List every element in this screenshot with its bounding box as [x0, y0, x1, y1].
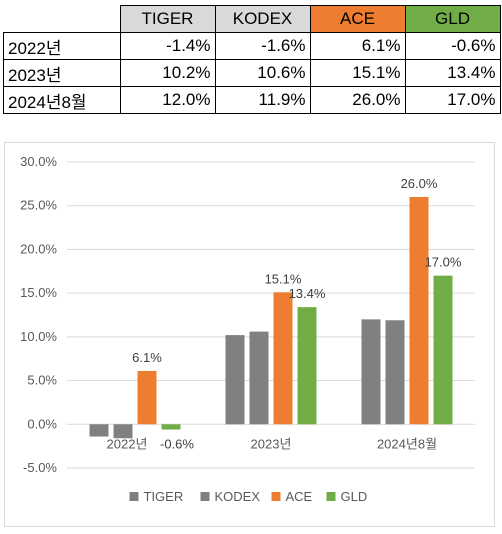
legend-swatch — [129, 492, 139, 501]
category-label: 2022년 — [107, 436, 148, 451]
cell-2023-gld: 13.4% — [404, 59, 501, 87]
legend-swatch — [271, 492, 281, 501]
bar-gld — [433, 275, 453, 425]
header-gld: GLD — [404, 5, 501, 33]
header-tiger: TIGER — [119, 5, 216, 33]
bar-tiger — [225, 335, 245, 425]
cell-2022-gld: -0.6% — [404, 32, 501, 60]
data-label: 17.0% — [425, 255, 462, 270]
data-label: 6.1% — [132, 350, 162, 365]
y-tick-label: 5.0% — [27, 373, 57, 388]
y-tick-label: 0.0% — [27, 416, 57, 431]
cell-2022-kodex: -1.6% — [214, 32, 311, 60]
table-row: 2022년 -1.4% -1.6% 6.1% -0.6% — [3, 32, 501, 60]
cell-2022-ace: 6.1% — [309, 32, 406, 60]
bar-gld — [297, 307, 317, 425]
bar-ace — [137, 370, 157, 425]
row-label-2022: 2022년 — [3, 32, 121, 60]
y-tick-label: 15.0% — [20, 285, 57, 300]
legend-label: TIGER — [144, 489, 184, 504]
table-header-row: TIGER KODEX ACE GLD — [3, 5, 501, 33]
row-label-2023: 2023년 — [3, 59, 121, 87]
data-label: 13.4% — [289, 286, 326, 301]
cell-2024-gld: 17.0% — [404, 86, 501, 114]
bar-chart: -5.0% 0.0% 5.0% 10.0% 15.0% 20.0% 25.0% 30.0% 6.… — [20, 154, 475, 504]
cell-2024-ace: 26.0% — [309, 86, 406, 114]
category-label: 2024년8월 — [377, 436, 437, 451]
cell-2023-kodex: 10.6% — [214, 59, 311, 87]
bar-ace — [273, 292, 293, 425]
legend-swatch — [326, 492, 336, 501]
legend-swatch — [200, 492, 210, 501]
bar-kodex — [385, 320, 405, 425]
table-row: 2023년 10.2% 10.6% 15.1% 13.4% — [3, 59, 501, 87]
cell-2023-ace: 15.1% — [309, 59, 406, 87]
y-tick-label: -5.0% — [23, 460, 57, 475]
bar-tiger — [361, 319, 381, 425]
row-label-2024-08: 2024년8월 — [3, 86, 121, 114]
legend-label: ACE — [286, 489, 313, 504]
bar-kodex — [113, 424, 133, 439]
cell-2022-tiger: -1.4% — [119, 32, 216, 60]
chart-area: -5.0% 0.0% 5.0% 10.0% 15.0% 20.0% 25.0% 30.0% 6.… — [4, 142, 495, 527]
bar-tiger — [89, 424, 109, 437]
category-label: 2023년 — [251, 436, 292, 451]
bar-ace — [409, 196, 429, 425]
header-kodex: KODEX — [214, 5, 311, 33]
data-label: -0.6% — [160, 436, 194, 451]
cell-2023-tiger: 10.2% — [119, 59, 216, 87]
legend-label: GLD — [341, 489, 368, 504]
cell-2024-tiger: 12.0% — [119, 86, 216, 114]
bar-kodex — [249, 331, 269, 425]
data-label: 26.0% — [401, 176, 438, 191]
y-tick-label: 30.0% — [20, 154, 57, 169]
table-row: 2024년8월 12.0% 11.9% 26.0% 17.0% — [3, 86, 501, 114]
data-label: 15.1% — [265, 271, 302, 286]
y-tick-label: 10.0% — [20, 329, 57, 344]
returns-table: TIGER KODEX ACE GLD 2022년 -1.4% -1.6% 6.… — [3, 5, 501, 114]
y-tick-label: 25.0% — [20, 198, 57, 213]
legend-label: KODEX — [215, 489, 261, 504]
y-tick-label: 20.0% — [20, 241, 57, 256]
cell-2024-kodex: 11.9% — [214, 86, 311, 114]
header-ace: ACE — [309, 5, 406, 33]
bar-gld — [161, 424, 181, 430]
table-corner-cell — [3, 5, 121, 33]
